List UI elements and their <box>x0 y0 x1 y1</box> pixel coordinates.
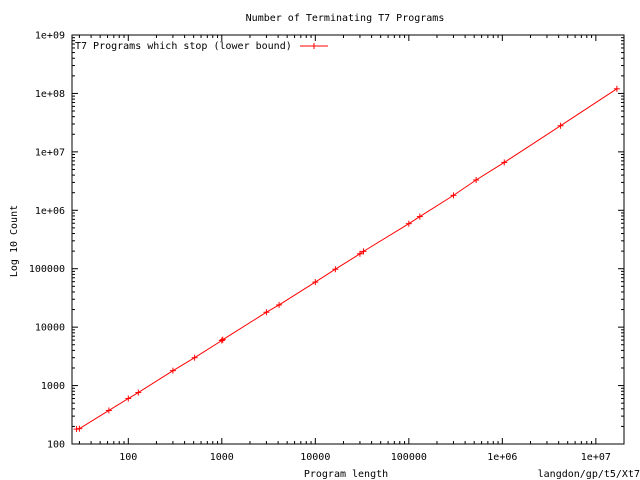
x-tick-label: 10000 <box>300 452 330 463</box>
data-point <box>405 220 412 227</box>
data-point <box>125 395 132 402</box>
y-tick-label: 1e+08 <box>35 89 65 100</box>
data-point <box>169 367 176 374</box>
x-tick-label: 1e+07 <box>581 452 611 463</box>
data-point <box>218 337 225 344</box>
x-tick-label: 100000 <box>391 452 427 463</box>
data-point <box>360 248 367 255</box>
axis-ticks: 100 1000 10000 100000 1e+06 1e+07 100 1000 10000… <box>29 31 625 463</box>
data-point <box>416 213 423 220</box>
y-tick-label: 1e+07 <box>35 147 65 158</box>
data-point <box>557 122 564 129</box>
footnote-label: langdon/gp/t5/Xt7 <box>538 469 640 480</box>
data-point <box>501 159 508 166</box>
data-point <box>276 301 283 308</box>
y-axis-label: Log 10 Count <box>9 205 20 277</box>
y-tick-label: 1e+06 <box>35 206 65 217</box>
x-axis-label: Program length <box>304 469 388 480</box>
x-tick-label: 1000 <box>210 452 234 463</box>
x-tick-label: 1e+06 <box>487 452 517 463</box>
data-point <box>332 266 339 273</box>
data-point <box>312 279 319 286</box>
legend-marker <box>311 43 317 49</box>
series-layer <box>73 85 620 433</box>
legend: T7 Programs which stop (lower bound) <box>75 41 328 52</box>
y-tick-label: 100000 <box>29 264 65 275</box>
data-point <box>356 250 363 257</box>
data-point <box>76 425 83 432</box>
data-point <box>135 389 142 396</box>
data-point <box>191 354 198 361</box>
data-point <box>263 309 270 316</box>
y-tick-label: 1e+09 <box>35 31 65 42</box>
data-point <box>613 85 620 92</box>
x-tick-label: 100 <box>119 452 137 463</box>
y-tick-label: 100 <box>47 440 65 451</box>
data-point <box>473 176 480 183</box>
legend-label: T7 Programs which stop (lower bound) <box>75 41 292 52</box>
data-point <box>219 336 226 343</box>
data-point <box>105 407 112 414</box>
chart-title: Number of Terminating T7 Programs <box>246 13 445 24</box>
data-point <box>450 192 457 199</box>
y-tick-label: 1000 <box>41 381 65 392</box>
series-line <box>76 88 618 430</box>
plot-frame <box>71 34 625 445</box>
y-tick-label: 10000 <box>35 323 65 334</box>
